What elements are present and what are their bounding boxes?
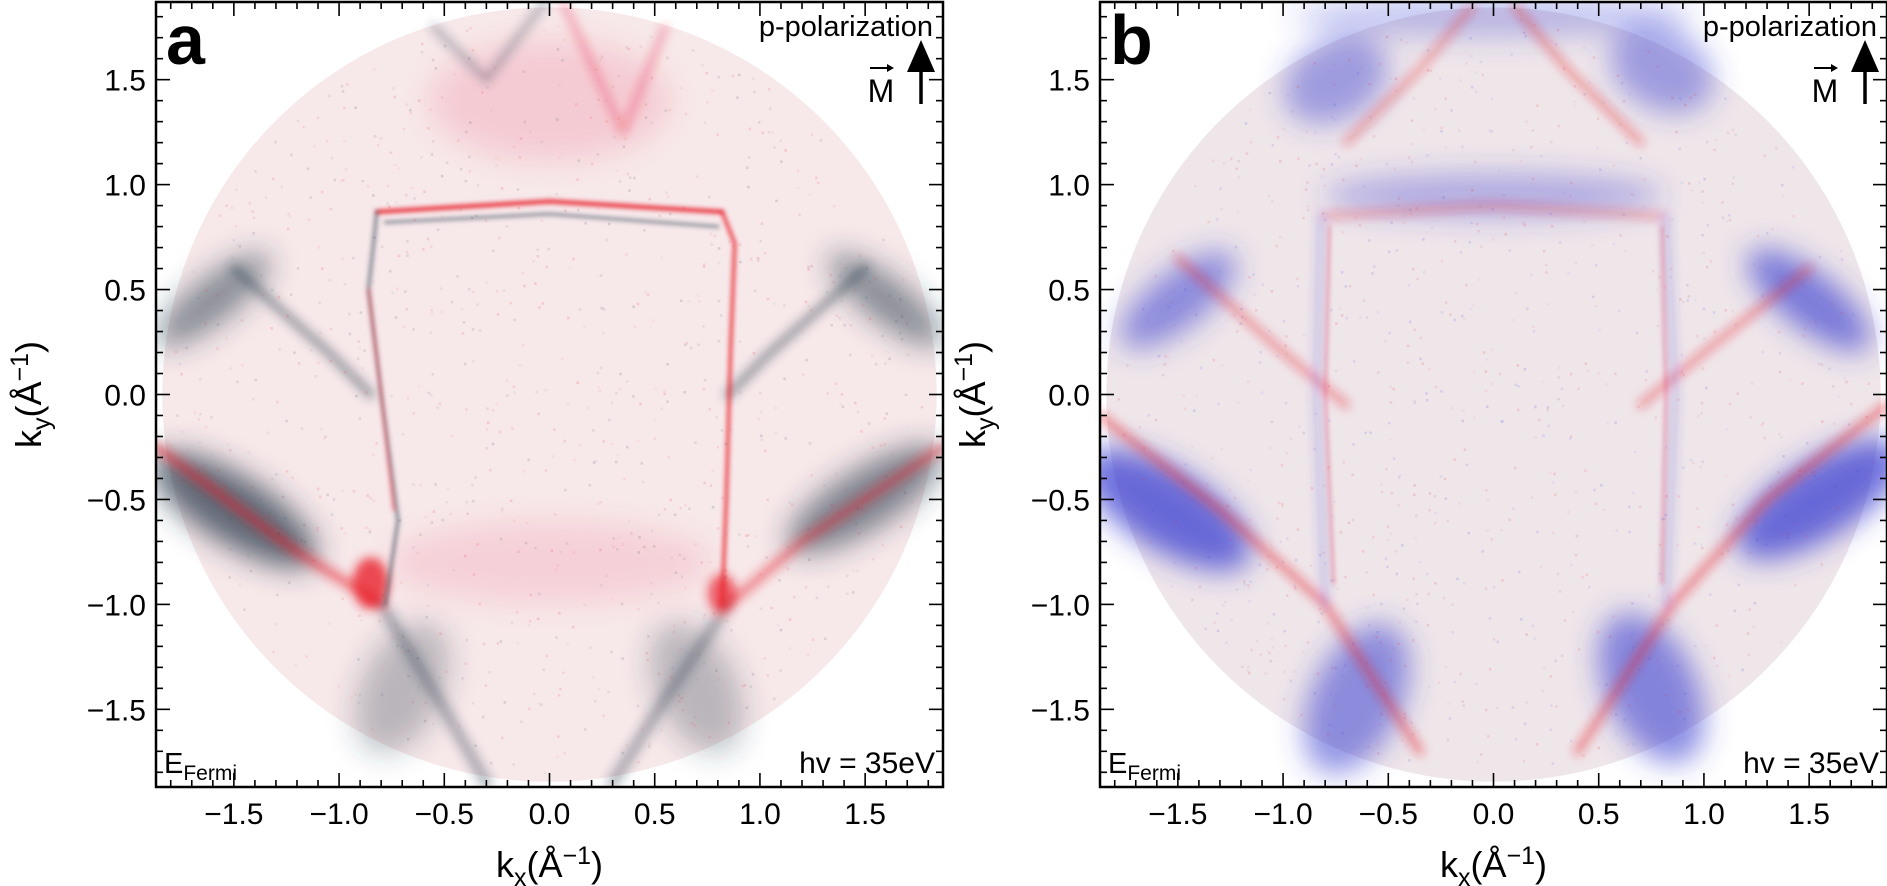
band (1322, 203, 1665, 219)
y-axis-label: ky(Å−1) (950, 341, 1000, 448)
lobe (1747, 248, 1871, 352)
band (1100, 411, 1424, 756)
polarization-label: p-polarization (1703, 11, 1877, 43)
y-tick-label: 0.5 (1048, 275, 1090, 308)
x-axis-label: kx(Å−1) (496, 842, 603, 886)
lobe (1293, 2, 1694, 37)
vector-arrow-icon (1831, 64, 1838, 72)
y-tick-label: −0.5 (1031, 484, 1090, 517)
band (1511, 3, 1644, 146)
y-axis-label: ky(Å−1) (6, 341, 56, 448)
intensity-bands (1100, 3, 1887, 756)
y-tick-label: 1.5 (104, 65, 146, 98)
y-tick-label: −0.5 (87, 484, 146, 517)
lobe (1736, 439, 1887, 560)
ticks (1100, 2, 1887, 787)
heatmap (1100, 2, 1887, 782)
intensity-edges (1323, 225, 1668, 585)
y-tick-label: −1.0 (87, 589, 146, 622)
lobe (1284, 35, 1388, 124)
lobe (389, 522, 710, 603)
band (1313, 212, 1329, 608)
noise (1117, 18, 1871, 765)
band (229, 264, 376, 399)
x-tick-label: −1.5 (204, 798, 263, 831)
panel-b: −1.5 −1.0 −0.5 0.0 0.5 1.0 1.5 −1.5 −1.0 −0.5 0.0 0… (950, 0, 1887, 886)
band (1343, 3, 1476, 146)
detector-disc (1106, 7, 1881, 782)
x-axis-label: kx(Å−1) (1440, 842, 1547, 886)
energy-label: EFermi (1108, 748, 1181, 785)
lobe (1598, 613, 1705, 764)
lobe (1120, 251, 1236, 349)
fermi-edge (367, 288, 396, 512)
hotspot (352, 557, 389, 610)
fermi-edge (1323, 225, 1335, 585)
lobe (355, 622, 449, 755)
band (1573, 401, 1887, 756)
y-tick-label: −1.5 (1031, 694, 1090, 727)
y-tick-label: 0.0 (104, 380, 146, 413)
lobe (1100, 449, 1251, 571)
panel-letter: a (166, 1, 206, 79)
photon-energy-label: hv = 35eV (1743, 747, 1879, 780)
band (1662, 212, 1678, 608)
band (1637, 265, 1813, 409)
fermi-edge (383, 212, 720, 229)
x-tick-label: 0.5 (634, 798, 676, 831)
y-tick-label: −1.5 (87, 694, 146, 727)
y-tick-label: 0.5 (104, 275, 146, 308)
band (375, 598, 493, 787)
band (723, 442, 943, 609)
heatmap (156, 2, 943, 787)
x-tick-label: −0.5 (1359, 798, 1418, 831)
lobe (1303, 623, 1410, 774)
magnetization-label: M (1812, 73, 1839, 109)
magnetization-label: M (868, 73, 895, 109)
magnetization-arrow-icon (907, 40, 935, 72)
x-tick-label: 1.5 (844, 798, 886, 831)
x-tick-label: 1.5 (1788, 798, 1830, 831)
x-tick-label: 0.0 (529, 798, 571, 831)
lobe (1323, 173, 1664, 218)
band (559, 2, 669, 136)
y-tick-label: 1.0 (1048, 170, 1090, 203)
fermi-edge (720, 209, 737, 607)
lobe (650, 622, 744, 755)
intensity-bands (156, 2, 943, 787)
x-tick-label: 0.5 (1578, 798, 1620, 831)
fermi-edge (1660, 225, 1668, 585)
y-tick-label: 1.5 (1048, 65, 1090, 98)
polarization-label: p-polarization (759, 11, 933, 43)
energy-label: EFermi (164, 748, 237, 785)
lobe (1610, 24, 1714, 114)
y-tick-label: −1.0 (1031, 589, 1090, 622)
x-tick-label: 0.0 (1473, 798, 1515, 831)
x-tick-label: −1.5 (1148, 798, 1207, 831)
intensity-edges (366, 199, 737, 607)
band (606, 598, 735, 787)
fermi-edge (374, 199, 725, 215)
panel-a: −1.5 −1.0 −0.5 0.0 0.5 1.0 1.5 −1.5 −1.0 −0.5 0.0 0… (6, 0, 945, 886)
ticks (156, 2, 943, 787)
band (723, 264, 870, 399)
noise (174, 24, 924, 774)
x-tick-label: 1.0 (1683, 798, 1725, 831)
panel-letter: b (1110, 1, 1153, 79)
x-tick-label: −1.0 (309, 798, 368, 831)
x-tick-label: −0.5 (415, 798, 474, 831)
y-tick-label: 0.0 (1048, 380, 1090, 413)
magnetization-arrow-icon (1851, 40, 1879, 72)
x-tick-label: −1.0 (1253, 798, 1312, 831)
y-tick-label: 1.0 (104, 170, 146, 203)
vector-arrow-icon (887, 64, 894, 72)
x-tick-label: 1.0 (739, 798, 781, 831)
photon-energy-label: hv = 35eV (799, 747, 935, 780)
band (430, 2, 550, 84)
intensity-diffuse (1100, 2, 1887, 774)
